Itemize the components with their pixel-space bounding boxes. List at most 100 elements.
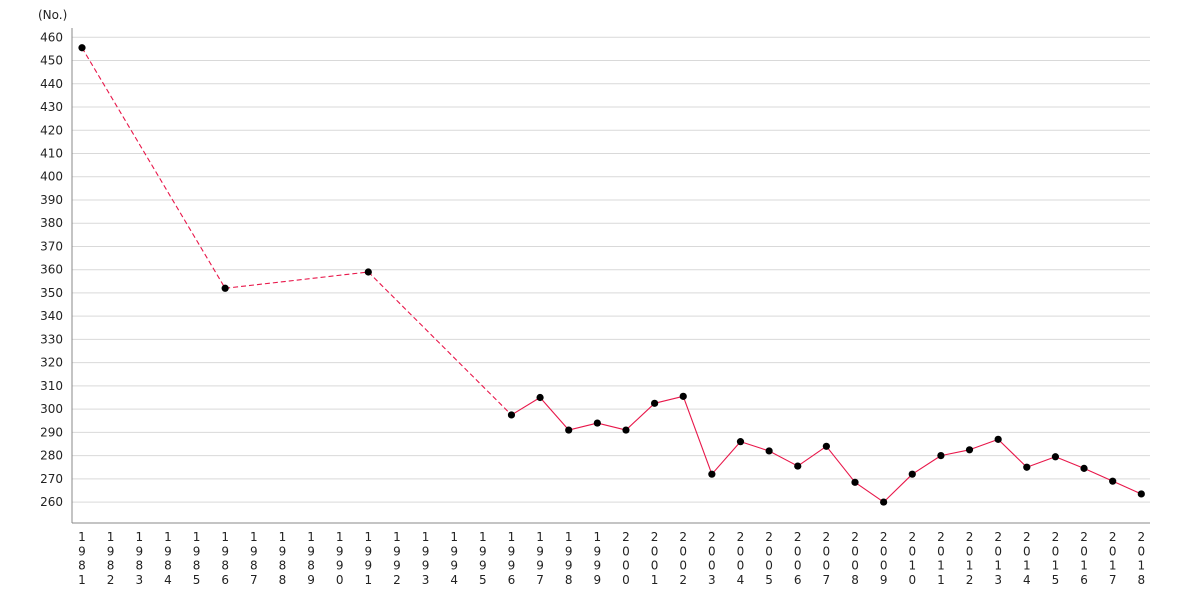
data-point-2016 [1080, 464, 1088, 472]
data-point-1986 [221, 284, 229, 292]
x-tick-labels: 1 9 8 1 1 9 8 2 1 9 8 3 1 9 8 4 1 9 8 5 1 9 8 6 1 9 8 7 1 9 8 8 1 9 8 9 1 9 9 0… [78, 530, 1145, 587]
y-tick-label: 420 [40, 123, 63, 137]
y-tick-label: 270 [40, 472, 63, 486]
y-tick-label: 310 [40, 379, 63, 393]
data-point-2014 [1023, 463, 1031, 471]
data-point-1991 [364, 268, 372, 276]
series-line [81, 47, 1142, 503]
y-tick-label: 300 [40, 402, 63, 416]
series-segment [511, 397, 541, 416]
gridlines [72, 36, 1150, 503]
data-point-2004 [736, 438, 745, 446]
series-segment [1055, 456, 1085, 469]
y-tick-label: 360 [40, 263, 63, 277]
series-segment [740, 441, 770, 452]
series-segment [568, 422, 598, 431]
data-point-2015 [1051, 453, 1060, 461]
data-point-1981 [78, 44, 86, 52]
series-points [78, 44, 1145, 506]
series-segment [854, 481, 884, 503]
data-point-2018 [1137, 490, 1145, 498]
data-point-2003 [708, 470, 716, 478]
series-segment [682, 396, 713, 475]
data-point-2011 [937, 452, 945, 460]
y-tick-label: 460 [40, 30, 63, 44]
series-segment [711, 441, 741, 475]
series-segment [1026, 456, 1056, 468]
data-point-1998 [565, 426, 573, 434]
axes [71, 28, 1150, 524]
data-point-2005 [765, 447, 773, 455]
series-segment [768, 450, 799, 467]
series-segment [883, 473, 913, 503]
y-axis-unit-label: (No.) [38, 8, 67, 22]
y-tick-label: 370 [40, 239, 63, 253]
series-segment [367, 271, 512, 416]
y-tick-label: 330 [40, 332, 63, 346]
series-segment [825, 445, 856, 483]
data-point-2009 [880, 498, 888, 506]
y-tick-label: 440 [40, 77, 63, 91]
series-segment [911, 455, 942, 475]
data-point-2008 [851, 478, 859, 486]
data-point-2001 [651, 399, 659, 407]
data-point-2000 [622, 426, 630, 434]
y-tick-labels: 260 270 280 290 300 310 320 330 340 350 360 370 380 3… [40, 30, 63, 509]
series-segment [1083, 467, 1113, 482]
series-segment [225, 271, 369, 289]
series-segment [539, 397, 570, 431]
y-tick-label: 340 [40, 309, 63, 323]
data-point-2002 [679, 392, 687, 400]
y-tick-label: 390 [40, 193, 63, 207]
series-segment [654, 395, 684, 404]
series-segment [81, 47, 226, 289]
series-segment [625, 402, 655, 431]
series-segment [797, 445, 827, 467]
data-point-1997 [536, 393, 544, 402]
data-point-2007 [822, 442, 830, 450]
series-segment [597, 422, 627, 431]
series-segment [1112, 480, 1142, 495]
y-tick-label: 410 [40, 146, 63, 160]
data-point-2017 [1109, 477, 1117, 485]
data-point-2010 [908, 470, 916, 478]
y-tick-label: 380 [40, 216, 63, 230]
data-point-2006 [794, 462, 802, 470]
y-tick-label: 320 [40, 356, 63, 370]
y-tick-label: 450 [40, 54, 63, 68]
data-point-2012 [965, 446, 974, 454]
y-tick-label: 280 [40, 449, 63, 463]
